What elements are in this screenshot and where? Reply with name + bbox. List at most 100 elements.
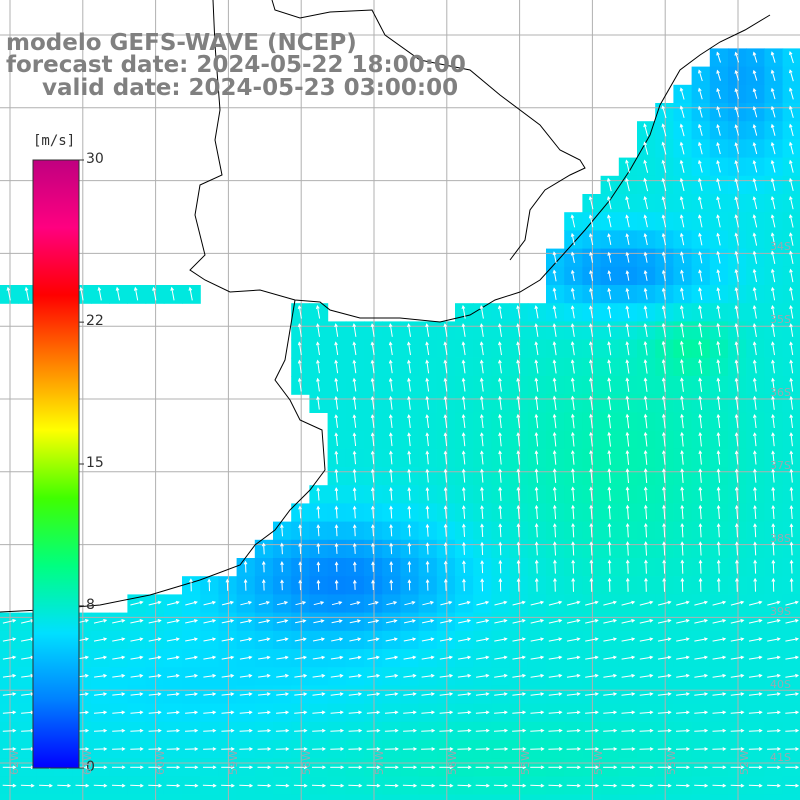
wind-arrow (566, 730, 580, 732)
wind-arrow (476, 619, 489, 624)
wind-arrowhead (643, 359, 648, 364)
wind-arrowhead (679, 340, 684, 345)
wind-arrow (772, 560, 775, 574)
wind-arrowhead (552, 251, 557, 256)
wind-arrowhead (680, 395, 684, 400)
wind-arrowhead (552, 523, 557, 528)
wind-arrowhead (266, 619, 271, 623)
wind-arrowhead (516, 413, 521, 418)
wind-arrow (626, 288, 630, 300)
wind-arrow (644, 378, 648, 392)
wind-arrowhead (789, 395, 794, 400)
wind-arrowhead (376, 765, 381, 770)
wind-arrowhead (734, 523, 739, 528)
wind-arrow (481, 506, 484, 519)
wind-arrow (736, 487, 739, 501)
wind-arrow (626, 324, 630, 337)
wind-arrow (462, 342, 466, 356)
wind-arrowhead (740, 747, 745, 751)
wind-arrow (663, 523, 666, 538)
wind-arrow (589, 196, 594, 210)
wind-arrow (590, 378, 593, 392)
wind-arrowhead (230, 637, 235, 642)
wind-arrowhead (298, 542, 303, 547)
wind-arrowhead (170, 286, 174, 291)
wind-arrow (426, 433, 429, 447)
wind-arrow (645, 469, 648, 484)
wind-arrowhead (667, 728, 672, 733)
wind-arrowhead (297, 323, 302, 328)
wind-arrow (735, 323, 739, 338)
wind-arrow (712, 693, 726, 696)
wind-cell (709, 794, 729, 800)
wind-arrow (663, 469, 666, 483)
wind-arrowhead (370, 487, 375, 492)
wind-arrow (353, 488, 356, 501)
wind-arrowhead (534, 504, 539, 509)
wind-arrowhead (680, 541, 685, 546)
wind-arrowhead (358, 747, 363, 751)
wind-arrow (499, 451, 502, 465)
wind-arrowhead (540, 692, 545, 696)
wind-arrow (789, 233, 794, 246)
wind-arrowhead (479, 432, 484, 437)
wind-arrowhead (212, 673, 217, 678)
wind-arrow (608, 487, 611, 502)
wind-arrow (385, 638, 397, 642)
wind-arrow (771, 52, 776, 63)
wind-arrowhead (649, 673, 654, 678)
wind-arrowhead (698, 486, 703, 491)
wind-arrow (298, 360, 302, 374)
wind-arrow (571, 233, 575, 246)
wind-arrow (590, 252, 593, 263)
wind-arrowhead (461, 413, 466, 418)
wind-arrow (790, 287, 794, 301)
wind-arrowhead (607, 287, 611, 292)
wind-arrow (662, 215, 667, 228)
wind-arrow (535, 306, 539, 319)
wind-arrowhead (431, 765, 436, 770)
wind-arrow (754, 469, 757, 483)
wind-arrow (7, 287, 11, 301)
wind-arrowhead (352, 432, 357, 437)
wind-arrow (166, 619, 180, 624)
wind-arrow (657, 619, 671, 624)
wind-arrowhead (321, 692, 326, 697)
wind-arrowhead (594, 673, 599, 678)
wind-arrowhead (175, 710, 180, 715)
wind-arrow (203, 675, 216, 678)
wind-arrow (444, 378, 448, 392)
wind-arrowhead (193, 600, 198, 605)
wind-arrow (699, 414, 702, 429)
wind-arrow (499, 360, 502, 374)
wind-arrowhead (698, 395, 702, 400)
wind-arrow (730, 656, 744, 660)
wind-arrow (662, 142, 667, 155)
wind-arrow (753, 233, 758, 246)
wind-arrowhead (302, 619, 307, 623)
wind-arrowhead (631, 619, 636, 623)
wind-arrowhead (466, 619, 472, 623)
wind-arrow (444, 506, 447, 519)
wind-arrow (372, 451, 375, 465)
wind-arrowhead (570, 450, 575, 455)
wind-arrowhead (576, 710, 581, 715)
wind-arrowhead (394, 655, 399, 660)
wind-arrow (494, 601, 507, 606)
wind-arrowhead (389, 542, 394, 547)
wind-arrow (590, 270, 593, 281)
wind-arrowhead (758, 619, 763, 623)
wind-arrow (112, 711, 125, 714)
wind-arrow (408, 524, 411, 537)
wind-arrow (717, 305, 721, 319)
wind-arrowhead (212, 783, 217, 788)
wind-arrowhead (716, 214, 720, 219)
wind-arrowhead (698, 523, 703, 528)
wind-arrowhead (595, 747, 600, 751)
wind-arrowhead (734, 395, 739, 400)
wind-arrowhead (716, 450, 721, 455)
wind-arrow (572, 432, 575, 447)
wind-arrow (21, 675, 34, 678)
wind-arrowhead (643, 504, 648, 509)
wind-arrow (771, 106, 776, 118)
